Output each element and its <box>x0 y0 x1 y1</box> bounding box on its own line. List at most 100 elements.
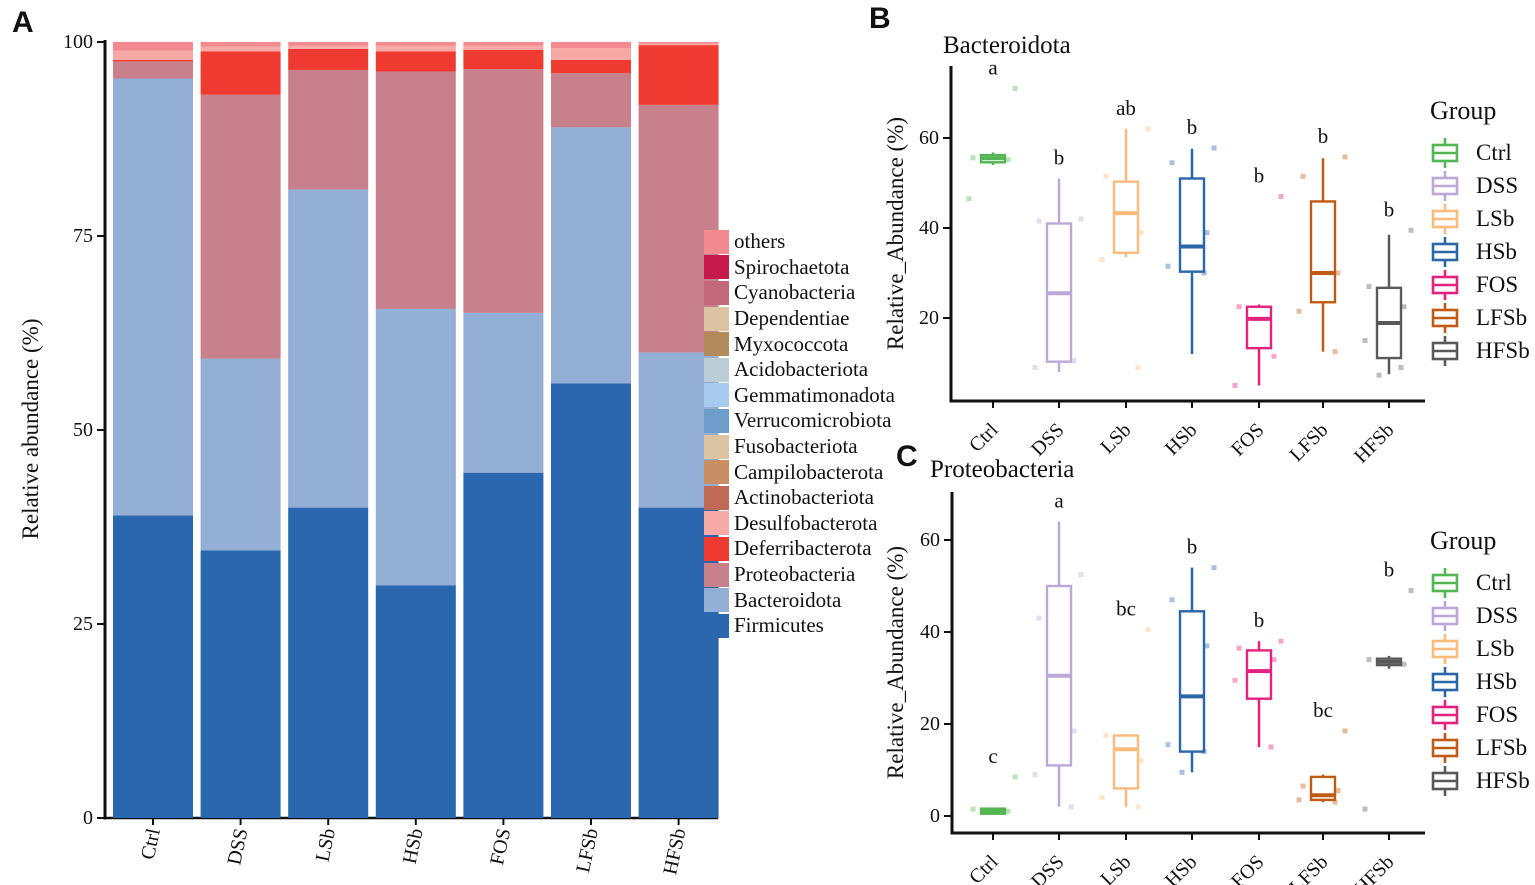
jitter-point <box>1005 808 1011 814</box>
legend-item-Deferribacterota: Deferribacterota <box>704 536 919 562</box>
group-legend-item-LFSb: LFSb <box>1430 301 1535 334</box>
group-legend-label: FOS <box>1476 271 1519 297</box>
svg-text:Relative_Abundance (%): Relative_Abundance (%) <box>883 117 908 350</box>
svg-text:FOS: FOS <box>1227 851 1269 885</box>
sig-letter: b <box>1054 146 1065 170</box>
bar-HFSb <box>638 42 719 818</box>
bar-Ctrl <box>113 42 193 818</box>
jitter-point <box>1078 216 1084 222</box>
svg-text:100: 100 <box>63 31 93 53</box>
segment-Deferribacterota <box>288 48 369 70</box>
segment-Desulfobacterota <box>463 45 544 50</box>
group-legend-item-Ctrl: Ctrl <box>1430 136 1535 169</box>
jitter-point <box>1071 358 1077 364</box>
segment-Proteobacteria <box>375 71 456 309</box>
jitter-point <box>1271 353 1277 359</box>
group-legend-item-LSb: LSb <box>1430 202 1535 235</box>
group-legend-label: HSb <box>1476 668 1517 694</box>
segment-Bacteroidota <box>463 312 544 473</box>
jitter-point <box>1099 257 1105 262</box>
legend-label: Bacteroidota <box>734 587 842 612</box>
sig-letter: b <box>1254 164 1265 188</box>
legend-swatch <box>704 536 729 561</box>
segment-Desulfobacterota <box>551 48 631 60</box>
svg-text:FOS: FOS <box>486 826 515 866</box>
bar-LSb <box>288 42 369 818</box>
legend-item-Proteobacteria: Proteobacteria <box>704 562 919 588</box>
bar-FOS <box>463 42 544 818</box>
svg-text:LFSb: LFSb <box>572 826 603 874</box>
box-group-DSS: a <box>1032 489 1084 810</box>
svg-text:HSb: HSb <box>1161 851 1202 885</box>
legend-item-Spirochaetota: Spirochaetota <box>704 255 919 281</box>
panel-a-stacked-bar-chart: 0 25 50 75 100 Relative abundance (%) Ctrl DSS L… <box>18 31 719 877</box>
jitter-point <box>1232 677 1238 683</box>
legend-item-Acidobacteriota: Acidobacteriota <box>704 357 919 383</box>
sig-letter: b <box>1254 608 1265 632</box>
boxplot-icon <box>1431 302 1459 333</box>
svg-text:Relative abundance (%): Relative abundance (%) <box>18 319 43 540</box>
jitter-point <box>1032 772 1038 778</box>
jitter-point <box>1366 284 1372 289</box>
legend-label: Firmicutes <box>734 613 824 638</box>
box-group-FOS: b <box>1232 164 1284 388</box>
segment-Deferribacterota <box>113 59 193 62</box>
boxplot-icon <box>1431 203 1459 234</box>
segment-Bacteroidota <box>288 189 369 508</box>
box-group-HFSb: b <box>1362 197 1414 378</box>
jitter-point <box>1296 797 1302 803</box>
boxplot-icon <box>1431 666 1459 697</box>
phylum-legend: others Spirochaetota Cyanobacteria Dependen… <box>704 229 919 639</box>
legend-item-Dependentiae: Dependentiae <box>704 306 919 332</box>
jitter-point <box>1204 230 1210 235</box>
svg-text:LSb: LSb <box>312 826 340 863</box>
jitter-point <box>1071 728 1077 734</box>
legend-label: Cyanobacteria <box>734 280 856 305</box>
svg-text:HFSb: HFSb <box>1350 419 1399 468</box>
segment-Bacteroidota <box>200 358 281 551</box>
jitter-point <box>1099 795 1105 801</box>
group-legend-label: LSb <box>1476 205 1515 231</box>
boxplot-icon <box>1431 732 1459 763</box>
group-legend-label: HFSb <box>1476 767 1530 793</box>
segment-Deferribacterota <box>200 51 281 95</box>
segment-Bacteroidota <box>551 127 631 384</box>
segment-Proteobacteria <box>551 73 631 128</box>
group-legend-item-Ctrl: Ctrl <box>1430 566 1535 599</box>
box-group-Ctrl: a <box>966 56 1018 202</box>
group-legend-item-HSb: HSb <box>1430 235 1535 268</box>
panel-b-box-plot: 20 40 60 Relative_Abundance (%) a Ctrl b DSS ab L… <box>883 56 1425 468</box>
segment-others <box>551 42 631 49</box>
legend-swatch <box>704 485 729 510</box>
box-group-Ctrl: c <box>970 744 1018 815</box>
jitter-point <box>1012 86 1018 91</box>
jitter-point <box>1204 643 1210 649</box>
group-legend-label: DSS <box>1476 172 1519 198</box>
group-legend-label: Ctrl <box>1476 139 1512 165</box>
jitter-point <box>1211 145 1217 151</box>
group-legend-item-HFSb: HFSb <box>1430 764 1535 797</box>
jitter-point <box>1296 308 1302 314</box>
jitter-point <box>1236 645 1242 651</box>
group-legend-label: LSb <box>1476 635 1515 661</box>
box-group-DSS: b <box>1032 146 1084 372</box>
svg-text:LSb: LSb <box>1096 851 1135 885</box>
segment-Firmicutes <box>113 515 193 818</box>
jitter-point <box>1211 565 1217 571</box>
segment-Deferribacterota <box>551 59 631 74</box>
svg-text:HFSb: HFSb <box>1350 851 1399 885</box>
jitter-point <box>1366 657 1372 663</box>
legend-swatch <box>704 588 729 613</box>
jitter-point <box>1068 804 1074 810</box>
group-legend-label: HFSb <box>1476 337 1530 363</box>
svg-text:FOS: FOS <box>1227 419 1269 461</box>
jitter-point <box>1138 758 1144 764</box>
legend-swatch <box>704 255 729 280</box>
group-legend-c: Group Ctrl DSS LSb HSb FOS LFSb HFSb <box>1430 526 1535 797</box>
group-legend-b-title: Group <box>1430 96 1497 125</box>
jitter-point <box>1362 806 1368 812</box>
jitter-point <box>1342 728 1348 734</box>
legend-item-others: others <box>704 229 919 255</box>
legend-item-Campilobacterota: Campilobacterota <box>704 459 919 485</box>
svg-text:60: 60 <box>920 529 940 551</box>
